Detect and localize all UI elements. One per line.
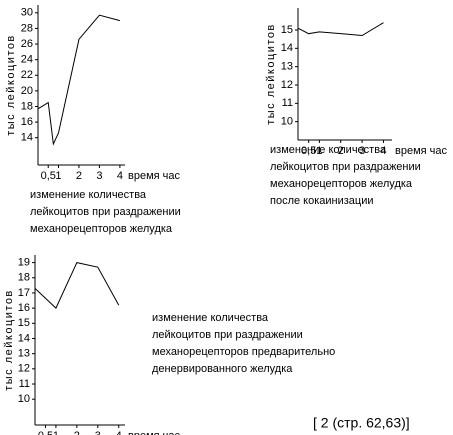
y-tick-label: 28 [21,22,33,34]
x-tick-label: 2 [76,170,82,182]
x-tick-label: 1 [55,170,61,182]
y-tick-label: 13 [18,348,30,360]
y-tick-label: 14 [281,42,293,54]
x-tick-label: 4 [380,145,386,157]
y-tick-label: 18 [18,272,30,284]
caption-line: механорецепторов желудка [30,223,173,235]
y-tick-label: 10 [18,393,30,405]
caption-line: механорецепторов предварительно [152,346,335,358]
y-tick-label: 13 [281,61,293,73]
caption-line: изменение количества [270,144,387,156]
x-tick-label: 1 [316,145,322,157]
caption-line: механорецепторов желудка [270,178,413,190]
caption-line: изменение количества [152,312,269,324]
x-tick-label: 1 [53,430,59,435]
y-axis-label: тыс лейкоцитов [265,23,277,125]
y-tick-label: 17 [18,287,30,299]
x-tick-label: 2 [338,145,344,157]
y-tick-label: 12 [18,363,30,375]
x-axis-label: время час [128,170,181,182]
data-line [34,262,120,309]
y-tick-label: 15 [18,317,30,329]
y-tick-label: 24 [21,54,33,66]
x-tick-label: 4 [117,170,123,182]
caption-line: изменение количества [30,189,147,201]
y-tick-label: 22 [21,69,33,81]
y-tick-label: 14 [21,132,33,144]
caption-line: денервированного желудка [152,363,293,375]
y-tick-label: 19 [18,256,30,268]
x-tick-label: 0,5 [38,430,53,435]
y-tick-label: 11 [19,378,30,390]
caption-line: лейкоцитов при раздражении [30,206,181,218]
data-line [297,22,384,37]
y-axis-label: тыс лейкоцитов [5,34,17,136]
y-tick-label: 20 [21,85,33,97]
caption-line: лейкоцитов при раздражении [152,329,303,341]
y-axis-label: тыс лейкоцитов [3,289,15,391]
y-tick-label: 11 [282,97,293,109]
caption-line: после кокаинизации [270,195,374,207]
x-tick-label: 0,5 [41,170,56,182]
x-tick-label: 2 [74,430,80,435]
caption-line: лейкоцитов при раздражении [270,161,421,173]
y-tick-label: 16 [18,302,30,314]
x-tick-label: 3 [95,430,101,435]
y-tick-label: 12 [281,79,293,91]
y-tick-label: 18 [21,100,33,112]
data-line [37,14,121,146]
y-tick-label: 14 [18,332,30,344]
x-axis-label: время час [395,145,448,157]
y-tick-label: 26 [21,38,33,50]
footnote: [ 2 (стр. 62,63)] [313,415,410,431]
x-tick-label: 0,5 [301,145,316,157]
x-axis-label: время час [128,430,181,435]
x-tick-label: 4 [116,430,122,435]
x-tick-label: 3 [359,145,365,157]
y-tick-label: 16 [21,116,33,128]
y-tick-label: 15 [281,24,293,36]
x-tick-label: 3 [96,170,102,182]
y-tick-label: 30 [21,7,33,19]
y-tick-label: 10 [281,116,293,128]
